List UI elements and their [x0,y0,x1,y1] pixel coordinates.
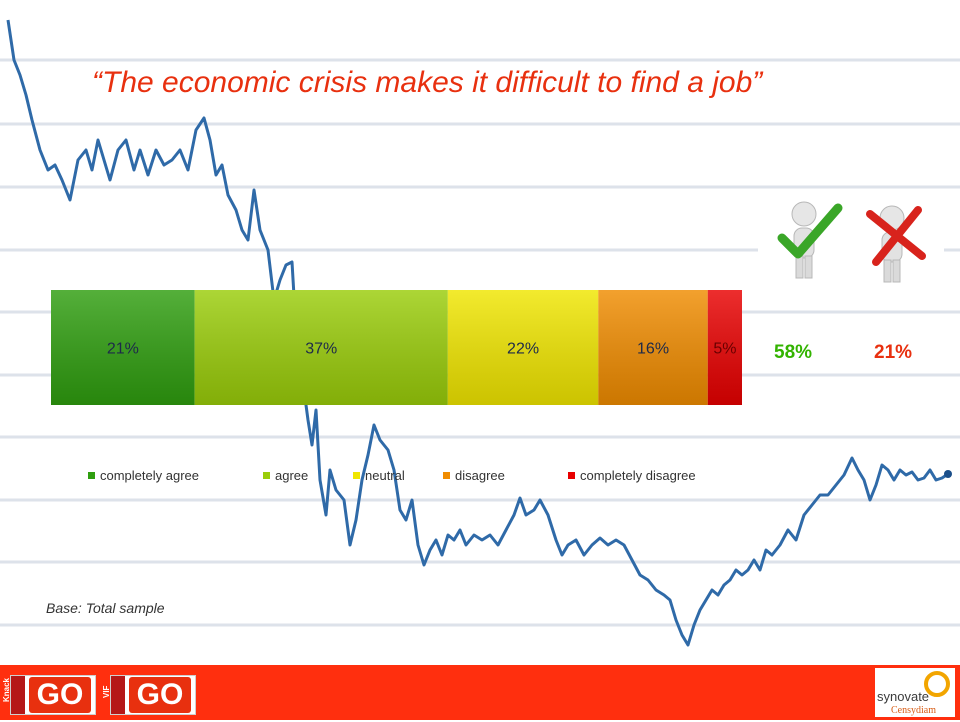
bar-segment-shade-completely-disagree [707,290,742,405]
base-note: Base: Total sample [46,600,165,616]
legend-item-agree: agree [263,468,308,483]
value-label-completely-disagree: 5% [713,341,736,358]
legend-label: completely agree [100,468,199,483]
synovate-logo: synovate Censydiam [875,668,955,717]
knack-tag: Knack [2,676,25,714]
legend-item-completely-disagree: completely disagree [568,468,696,483]
legend-swatch [88,472,95,479]
agree-figure-check-icon [777,201,843,279]
knack-go-text: GO [29,677,91,713]
legend-label: disagree [455,468,505,483]
bar-segment-shade-neutral [447,290,599,405]
value-label-neutral: 22% [507,341,539,358]
chart-title: “The economic crisis makes it difficult … [92,66,763,99]
bar-segment-shade-completely-agree [51,290,195,405]
bar-segment-shade-agree [194,290,448,405]
legend-swatch [353,472,360,479]
legend-item-completely-agree: completely agree [88,468,199,483]
background-trend-line [6,19,949,647]
value-label-disagree: 16% [637,341,669,358]
agree-total: 58% [774,342,813,363]
legend-label: neutral [365,468,405,483]
bar-segment-shade-disagree [598,290,708,405]
disagree-total: 21% [874,342,913,363]
value-label-agree: 37% [305,341,337,358]
stacked-bar: 21% 37% 22% 16% 5% [51,290,742,405]
vif-go-logo: VIF GO [102,675,196,715]
synovate-sub: Censydiam [891,705,936,716]
disagree-figure-cross-icon [866,205,926,283]
background-trend-endpoint [944,470,952,478]
agree-disagree-figures [758,190,944,292]
value-label-completely-agree: 21% [107,341,139,358]
knack-go-logo: Knack GO [2,675,96,715]
legend-swatch [443,472,450,479]
legend-item-disagree: disagree [443,468,505,483]
legend-label: completely disagree [580,468,696,483]
legend-label: agree [275,468,309,483]
synovate-brand: synovate [877,689,929,704]
legend-swatch [568,472,575,479]
legend-item-neutral: neutral [353,468,405,483]
vif-go-text: GO [129,677,191,713]
vif-tag: VIF [102,676,125,714]
legend-swatch [263,472,270,479]
footer-bar: Knack GO VIF GO synovate Censydiam [0,665,960,720]
synovate-swirl-icon [924,671,950,697]
